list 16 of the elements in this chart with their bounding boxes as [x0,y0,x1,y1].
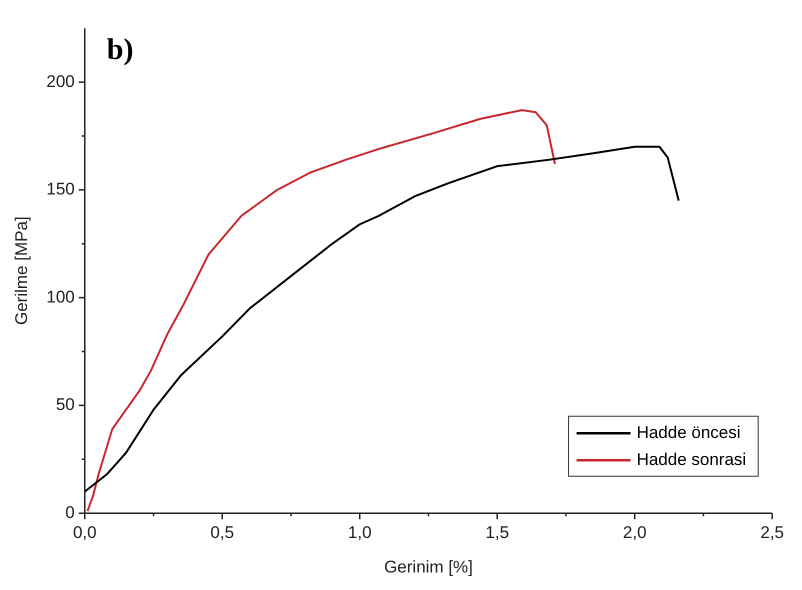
y-tick-label: 100 [46,287,75,306]
y-tick-label: 150 [46,180,75,199]
x-tick-label: 0,5 [210,523,234,542]
x-tick-label: 0,0 [72,523,97,542]
x-tick-label: 1,0 [348,523,372,542]
chart-title: b) [106,32,134,66]
x-axis-title: Gerinim [%] [384,557,473,576]
y-axis-title: Gerilme [MPa] [12,216,31,326]
legend-label: Hadde sonrasi [636,450,746,469]
legend-label: Hadde öncesi [636,422,741,442]
x-tick-label: 2,5 [760,523,784,542]
x-tick-label: 2,0 [622,523,647,542]
y-tick-label: 200 [46,72,75,91]
y-tick-label: 50 [56,395,75,414]
x-tick-label: 1,5 [485,523,510,542]
y-tick-label: 0 [65,502,75,522]
